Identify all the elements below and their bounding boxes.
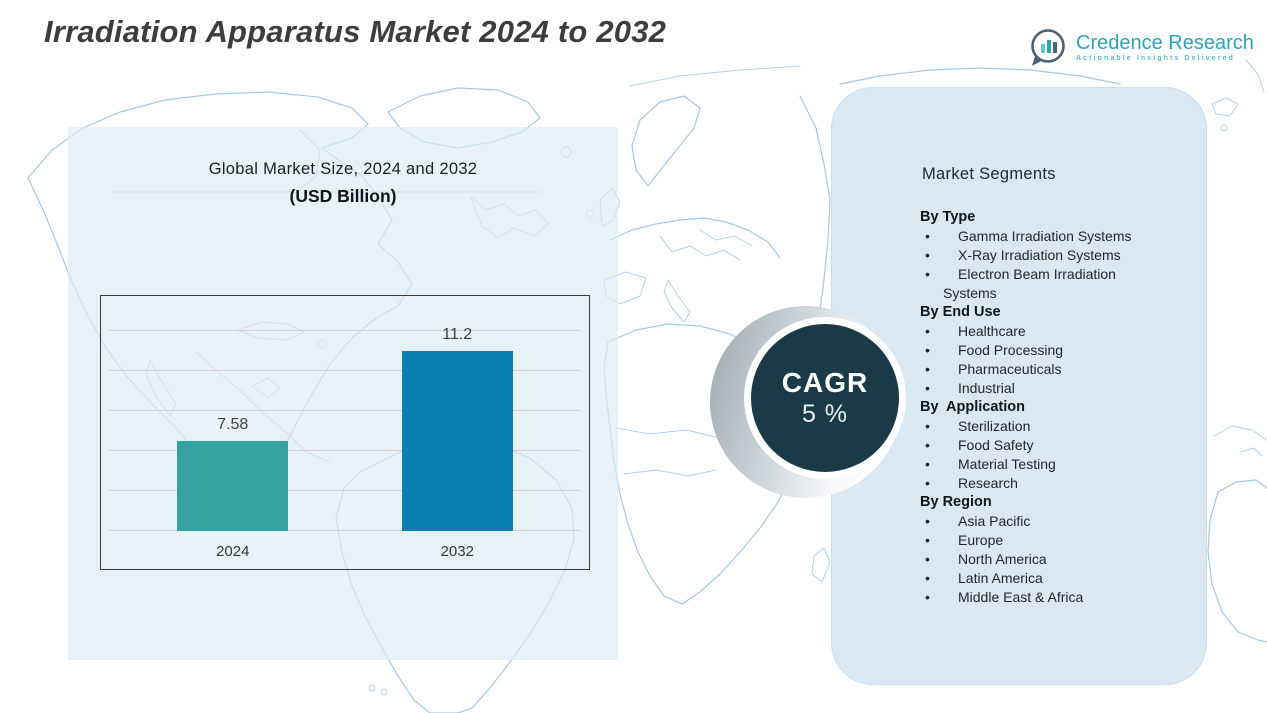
segment-item: • Industrial xyxy=(925,380,1015,396)
gridline xyxy=(109,530,581,531)
segments-list: By Type • Gamma Irradiation Systems • X-Ray … xyxy=(920,208,1160,607)
bar-2032 xyxy=(401,351,513,531)
cagr-value: 5 % xyxy=(801,399,849,428)
segment-item: • Europe xyxy=(925,532,1004,548)
segment-section-header: By Type xyxy=(920,209,976,225)
segment-item: • Latin America xyxy=(925,570,1043,586)
segments-title: Market Segments xyxy=(922,165,1056,183)
bar-category-label: 2032 xyxy=(440,543,474,560)
bullet-icon: • xyxy=(925,589,930,605)
bullet-icon: • xyxy=(925,342,930,358)
bullet-icon: • xyxy=(925,513,930,529)
bullet-icon: • xyxy=(925,247,930,263)
cagr-label: CAGR xyxy=(781,366,869,398)
page-title: Irradiation Apparatus Market 2024 to 203… xyxy=(44,14,667,49)
logo-tagline: Actionable Insights Delivered xyxy=(1076,55,1235,62)
segment-items: • Gamma Irradiation Systems • X-Ray Irradia… xyxy=(920,227,1160,303)
segment-item: • Food Processing xyxy=(925,342,1064,358)
bullet-icon: • xyxy=(925,551,930,567)
bullet-icon: • xyxy=(925,266,930,282)
bullet-icon: • xyxy=(925,323,930,339)
gridline xyxy=(109,490,581,491)
segment-items: • Asia Pacific • Europe • North America • Latin… xyxy=(920,512,1160,607)
bar-category-label: 2024 xyxy=(216,543,250,560)
gridline xyxy=(109,370,581,371)
bullet-icon: • xyxy=(925,380,930,396)
bullet-icon: • xyxy=(925,228,930,244)
bullet-icon: • xyxy=(925,437,930,453)
bullet-icon: • xyxy=(925,418,930,434)
brand-logo: Credence Research Actionable Insights De… xyxy=(1028,27,1254,67)
gridline xyxy=(109,330,581,331)
bar-value-label: 7.58 xyxy=(217,416,249,433)
segment-item: • X-Ray Irradiation Systems xyxy=(925,247,1121,263)
segment-item: • Food Safety xyxy=(925,437,1034,453)
segment-section-header: By End Use xyxy=(920,304,1001,320)
segment-section-header: By Region xyxy=(920,494,992,510)
bullet-icon: • xyxy=(925,361,930,377)
segment-items: • Healthcare • Food Processing • Pharmaceutic… xyxy=(920,322,1160,398)
bullet-icon: • xyxy=(925,532,930,548)
logo-bar-chart-bubble-icon xyxy=(1031,29,1065,66)
segment-item: • Electron Beam Irradiation Systems xyxy=(925,266,1116,301)
segment-item: • Asia Pacific xyxy=(925,513,1031,529)
segment-items: • Sterilization • Food Safety • Material Test… xyxy=(920,417,1160,493)
bar-2024 xyxy=(177,441,289,531)
chart-panel xyxy=(68,127,618,660)
segment-item: • Research xyxy=(925,475,1018,491)
bar-value-label: 11.2 xyxy=(442,326,473,343)
chart-subtitle: (USD Billion) xyxy=(289,186,397,206)
cagr-badge: CAGR 5 % xyxy=(744,317,906,479)
logo-name: Credence Research xyxy=(1076,32,1254,54)
segment-item: • Material Testing xyxy=(925,456,1056,472)
chart-title: Global Market Size, 2024 and 2032 xyxy=(208,160,478,178)
segment-section-header: By Application xyxy=(920,399,1025,415)
gridline xyxy=(109,450,581,451)
segment-item: • Gamma Irradiation Systems xyxy=(925,228,1132,244)
bullet-icon: • xyxy=(925,475,930,491)
segment-item: • North America xyxy=(925,551,1047,567)
segment-item: • Sterilization xyxy=(925,418,1031,434)
gridline xyxy=(109,410,581,411)
bullet-icon: • xyxy=(925,570,930,586)
bullet-icon: • xyxy=(925,456,930,472)
segment-item: • Pharmaceuticals xyxy=(925,361,1062,377)
segment-item: • Healthcare xyxy=(925,323,1026,339)
segment-item: • Middle East & Africa xyxy=(925,589,1084,605)
bar-chart: 7.58 2024 11.2 2032 xyxy=(100,295,590,570)
